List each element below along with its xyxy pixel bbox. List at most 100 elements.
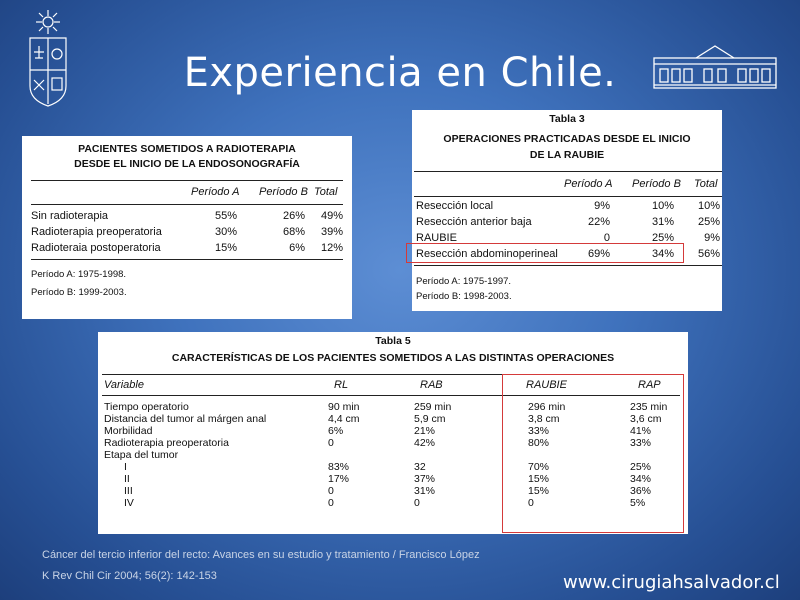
cell: 10%	[697, 200, 720, 212]
cell: 5,9 cm	[414, 413, 446, 425]
cell: 37%	[414, 473, 436, 485]
row-label: Resección local	[416, 200, 494, 212]
column-header: Período B	[632, 178, 681, 190]
table-note: Período B: 1999-2003.	[31, 287, 127, 298]
cell: 6%	[328, 425, 344, 437]
table-row: RAUBIE 0 25% 9%	[414, 232, 722, 248]
column-header: Período A	[191, 186, 240, 198]
cell: 10%	[651, 200, 674, 212]
cell: 41%	[630, 425, 652, 437]
row-label: Etapa del tumor	[104, 449, 179, 461]
row-label: I	[124, 461, 127, 473]
table-row: Sin radioterapia 55% 26% 49%	[31, 210, 343, 226]
cell: 33%	[528, 425, 550, 437]
row-label: Resección abdominoperineal	[416, 248, 558, 260]
cell: 9%	[594, 200, 610, 212]
table-heading: CARACTERÍSTICAS DE LOS PACIENTES SOMETID…	[171, 352, 615, 364]
table-heading: PACIENTES SOMETIDOS A RADIOTERAPIA DESDE…	[22, 142, 352, 172]
cell: 22%	[587, 216, 610, 228]
table-row: Radioterapia preoperatoria 0 42% 80% 33%	[102, 437, 680, 449]
table-row: Distancia del tumor al márgen anal 4,4 cm…	[102, 413, 680, 425]
cell: 33%	[630, 437, 652, 449]
cell: 36%	[630, 485, 652, 497]
table-heading: OPERACIONES PRACTICADAS DESDE EL INICIO …	[412, 131, 722, 163]
cell: 42%	[414, 437, 436, 449]
table-row: Radioteraia postoperatoria 15% 6% 12%	[31, 242, 343, 258]
cell: 90 min	[328, 401, 360, 413]
column-header: Total	[314, 186, 338, 198]
cell: 39%	[320, 226, 343, 238]
table-row: Resección anterior baja 22% 31% 25%	[414, 216, 722, 232]
row-label: Morbilidad	[104, 425, 153, 437]
radiotherapy-table: PACIENTES SOMETIDOS A RADIOTERAPIA DESDE…	[22, 136, 352, 319]
cell: 15%	[214, 242, 237, 254]
cell: 17%	[328, 473, 350, 485]
row-label: Sin radioterapia	[31, 210, 109, 222]
row-label: Radioterapia preoperatoria	[104, 437, 229, 449]
cell: 15%	[528, 485, 550, 497]
column-header: RL	[334, 379, 349, 391]
table-row: II 17% 37% 15% 34%	[102, 473, 680, 485]
cell: 68%	[282, 226, 305, 238]
row-label: Resección anterior baja	[416, 216, 532, 228]
table-caption: Tabla 5	[375, 335, 411, 347]
row-label: Distancia del tumor al márgen anal	[104, 413, 267, 425]
cell: 49%	[320, 210, 343, 222]
cell: 25%	[651, 232, 674, 244]
cell: 32	[414, 461, 426, 473]
column-header: RAB	[420, 379, 443, 391]
cell: 56%	[697, 248, 720, 260]
cell: 25%	[630, 461, 652, 473]
row-label: Radioterapia preoperatoria	[31, 226, 162, 238]
row-label: RAUBIE	[416, 232, 457, 244]
cell: 31%	[651, 216, 674, 228]
cell: 0	[328, 485, 334, 497]
cell: 26%	[282, 210, 305, 222]
table-row: Morbilidad 6% 21% 33% 41%	[102, 425, 680, 437]
cell: 70%	[528, 461, 550, 473]
row-label: Radioteraia postoperatoria	[31, 242, 161, 254]
row-label: II	[124, 473, 130, 485]
slide-title: Experiencia en Chile.	[183, 50, 617, 96]
column-header: RAP	[638, 379, 661, 391]
cell: 6%	[289, 242, 305, 254]
table-row: Etapa del tumor	[102, 449, 680, 461]
table-note: Período B: 1998-2003.	[416, 291, 512, 302]
table-row: III 0 31% 15% 36%	[102, 485, 680, 497]
cell: 3,8 cm	[528, 413, 560, 425]
cell: 296 min	[528, 401, 566, 413]
cell: 21%	[414, 425, 436, 437]
cell: 259 min	[414, 401, 452, 413]
cell: 5%	[630, 497, 646, 509]
cell: 0	[328, 497, 334, 509]
column-header: Total	[694, 178, 718, 190]
cell: 0	[528, 497, 534, 509]
row-label: III	[124, 485, 133, 497]
table-row: Tiempo operatorio 90 min 259 min 296 min 235…	[102, 401, 680, 413]
cell: 4,4 cm	[328, 413, 360, 425]
operations-table: Tabla 3 OPERACIONES PRACTICADAS DESDE EL…	[406, 110, 722, 311]
cell: 34%	[651, 248, 674, 260]
table-row: Resección local 9% 10% 10%	[414, 200, 722, 216]
highlight-box	[502, 374, 684, 533]
column-header: Período B	[259, 186, 308, 198]
cell: 30%	[214, 226, 237, 238]
table-row: IV 0 0 0 5%	[102, 497, 680, 509]
cell: 3,6 cm	[630, 413, 662, 425]
cell: 12%	[320, 242, 343, 254]
table-row: I 83% 32 70% 25%	[102, 461, 680, 473]
cell: 55%	[214, 210, 237, 222]
heading-line: DESDE EL INICIO DE LA ENDOSONOGRAFÍA	[74, 158, 300, 170]
cell: 83%	[328, 461, 350, 473]
column-header: RAUBIE	[526, 379, 567, 391]
cell: 69%	[587, 248, 610, 260]
university-crest-icon	[29, 10, 67, 107]
cell: 15%	[528, 473, 550, 485]
table-caption: Tabla 3	[549, 113, 585, 125]
website-url: www.cirugiahsalvador.cl	[563, 572, 780, 593]
row-label: Tiempo operatorio	[104, 401, 189, 413]
patient-characteristics-table: Tabla 5 CARACTERÍSTICAS DE LOS PACIENTES…	[98, 332, 688, 534]
heading-line: PACIENTES SOMETIDOS A RADIOTERAPIA	[78, 143, 296, 155]
column-header: Período A	[564, 178, 613, 190]
column-header: Variable	[104, 379, 144, 391]
